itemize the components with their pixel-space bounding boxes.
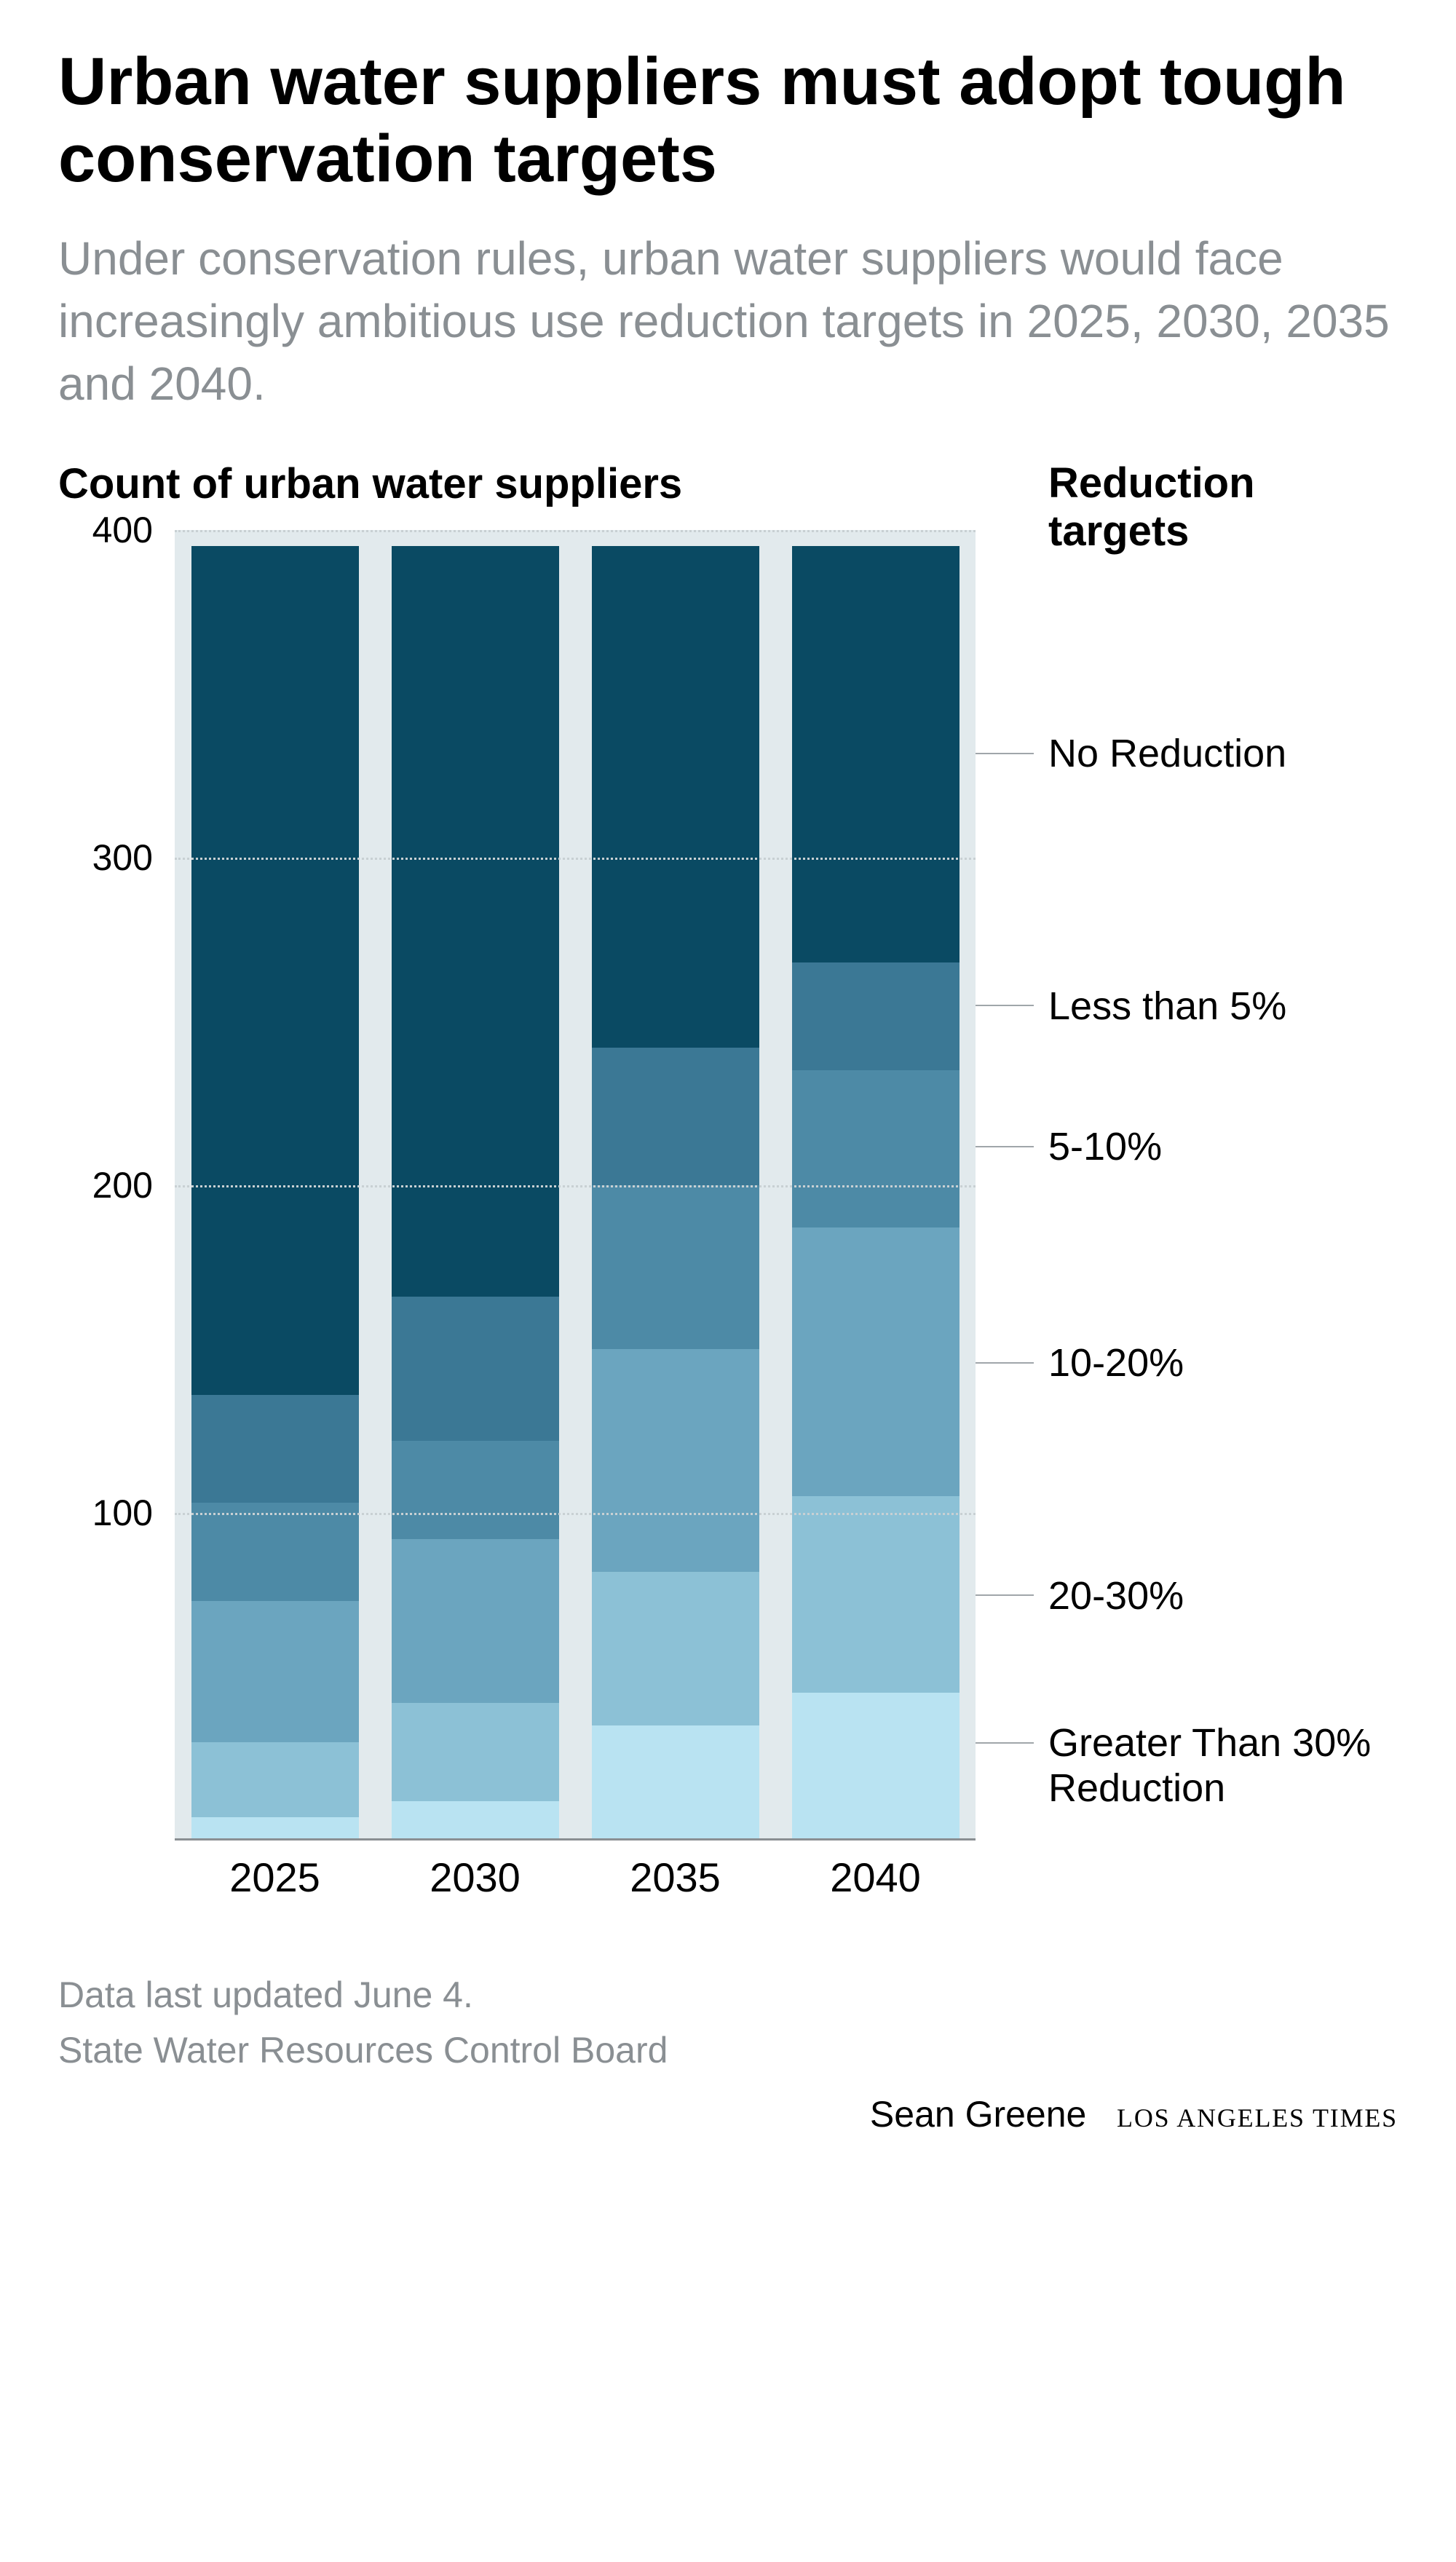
chart-container: Count of urban water suppliers Reduction…	[58, 459, 1398, 1901]
x-tick-label: 2035	[592, 1854, 759, 1901]
gridline	[175, 858, 976, 860]
bar-segment-r5_10	[592, 1185, 759, 1349]
y-tick-label: 100	[58, 1492, 153, 1534]
legend-label-lt5: Less than 5%	[1048, 984, 1286, 1029]
bar-segment-none	[792, 546, 960, 962]
gridline	[175, 1185, 976, 1187]
x-axis-labels: 2025 2030 2035 2040	[175, 1854, 976, 1901]
legend-pointer	[976, 1742, 1034, 1744]
chart-subtitle: Under conservation rules, urban water su…	[58, 227, 1398, 416]
x-tick-label: 2025	[191, 1854, 359, 1901]
bar-segment-gt30	[191, 1817, 359, 1841]
bar-segment-lt5	[191, 1395, 359, 1503]
x-axis-baseline	[175, 1838, 976, 1841]
bar-segment-r5_10	[191, 1503, 359, 1601]
legend-label-none: No Reduction	[1048, 731, 1286, 776]
bar-segment-gt30	[792, 1693, 960, 1841]
bar-segment-r10_20	[392, 1539, 559, 1703]
stacked-bar	[592, 546, 759, 1841]
stacked-bar	[792, 546, 960, 1841]
chart-title: Urban water suppliers must adopt tough c…	[58, 44, 1398, 198]
bar-segment-r20_30	[792, 1496, 960, 1693]
footer-source: State Water Resources Control Board	[58, 2029, 1398, 2071]
stacked-bar	[191, 546, 359, 1841]
legend-label-r5_10: 5-10%	[1048, 1124, 1162, 1169]
bar-segment-r20_30	[392, 1703, 559, 1801]
footer-note: Data last updated June 4.	[58, 1974, 1398, 2016]
bar-segment-none	[392, 546, 559, 1297]
x-tick-label: 2030	[392, 1854, 559, 1901]
legend-pointer	[976, 1005, 1034, 1006]
legend-pointer	[976, 1362, 1034, 1364]
bar-segment-none	[191, 546, 359, 1395]
legend-label-gt30: Greater Than 30% Reduction	[1048, 1720, 1398, 1811]
legend-label-r20_30: 20-30%	[1048, 1573, 1184, 1618]
y-tick-label: 400	[58, 509, 153, 551]
x-tick-label: 2040	[792, 1854, 960, 1901]
bar-segment-r5_10	[792, 1070, 960, 1227]
plot-region	[175, 530, 976, 1841]
y-tick-label: 300	[58, 837, 153, 879]
bar-segment-r5_10	[392, 1441, 559, 1539]
gridline	[175, 530, 976, 532]
bar-segment-lt5	[592, 1048, 759, 1185]
chart-plot-area: No Reduction Less than 5% 5-10% 10-20% 20-30…	[58, 530, 1398, 1841]
bar-segment-r20_30	[191, 1742, 359, 1818]
bar-segment-r20_30	[592, 1572, 759, 1726]
bar-segment-gt30	[392, 1801, 559, 1841]
bar-segment-r10_20	[792, 1227, 960, 1496]
gridline	[175, 1513, 976, 1515]
footer-brand: LOS ANGELES TIMES	[1117, 2103, 1398, 2132]
bar-segment-r10_20	[592, 1349, 759, 1572]
bar-segment-r10_20	[191, 1601, 359, 1742]
legend-pointer	[976, 1594, 1034, 1596]
legend-pointer	[976, 1146, 1034, 1147]
legend-label-r10_20: 10-20%	[1048, 1340, 1184, 1385]
bar-segment-none	[592, 546, 759, 1048]
footer-credit: Sean Greene LOS ANGELES TIMES	[58, 2093, 1398, 2135]
legend-pointer	[976, 753, 1034, 754]
bar-segment-lt5	[792, 962, 960, 1071]
stacked-bar	[392, 546, 559, 1841]
chart-footer: Data last updated June 4. State Water Re…	[58, 1974, 1398, 2135]
y-tick-label: 200	[58, 1164, 153, 1206]
bar-segment-lt5	[392, 1297, 559, 1441]
footer-author: Sean Greene	[870, 2094, 1086, 2135]
bar-segment-gt30	[592, 1725, 759, 1841]
